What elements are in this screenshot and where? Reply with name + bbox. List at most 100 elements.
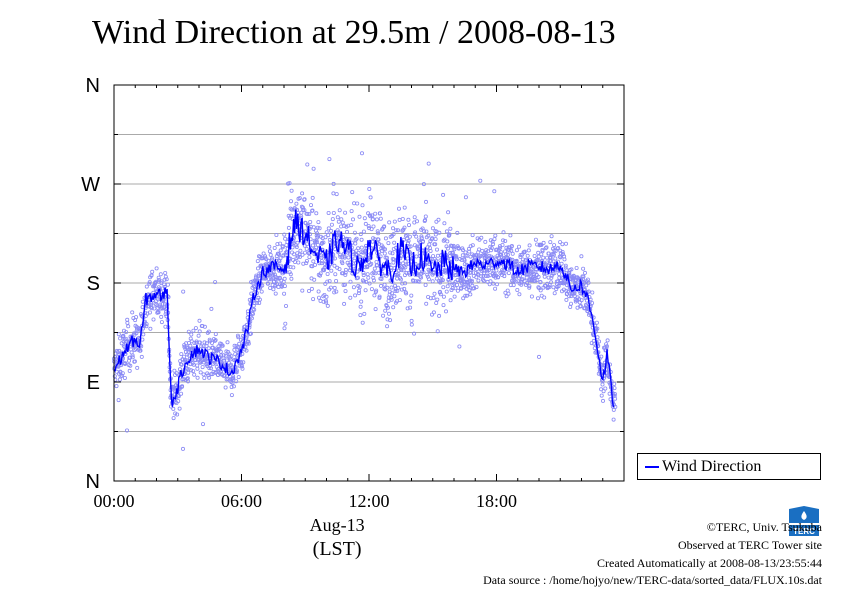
scatter-point: [200, 323, 205, 328]
scatter-point: [368, 195, 373, 200]
scatter-point: [463, 253, 468, 258]
scatter-point: [418, 275, 423, 280]
scatter-point: [304, 246, 309, 251]
scatter-point: [373, 307, 378, 312]
scatter-point: [312, 277, 317, 282]
scatter-point: [273, 291, 278, 296]
scatter-point: [118, 370, 123, 375]
scatter-point: [310, 243, 315, 248]
scatter-point: [346, 255, 351, 260]
scatter-point: [141, 332, 146, 337]
scatter-point: [179, 352, 184, 357]
scatter-point: [193, 358, 198, 363]
scatter-point: [159, 314, 164, 319]
scatter-point: [595, 326, 600, 331]
scatter-point: [358, 254, 363, 259]
scatter-point: [477, 247, 482, 252]
scatter-point: [572, 290, 577, 295]
scatter-point: [304, 258, 309, 263]
scatter-point: [468, 244, 473, 249]
scatter-point: [225, 340, 230, 345]
scatter-point: [267, 244, 272, 249]
terc-logo-icon: TERC: [786, 503, 822, 539]
scatter-point: [162, 282, 167, 287]
scatter-point: [151, 317, 156, 322]
scatter-point: [474, 285, 479, 290]
scatter-point: [434, 300, 439, 305]
scatter-point: [192, 372, 197, 377]
scatter-point: [515, 287, 520, 292]
scatter-point: [485, 273, 490, 278]
scatter-point: [493, 286, 498, 291]
scatter-point: [234, 368, 239, 373]
scatter-point: [181, 354, 186, 359]
scatter-point: [338, 254, 343, 259]
scatter-point: [509, 243, 514, 248]
scatter-point: [392, 283, 397, 288]
scatter-point: [326, 233, 331, 238]
scatter-point: [301, 208, 306, 213]
scatter-point: [467, 288, 472, 293]
scatter-point: [452, 294, 457, 299]
scatter-point: [489, 245, 494, 250]
scatter-point: [441, 294, 446, 299]
scatter-point: [209, 306, 214, 311]
scatter-point: [231, 376, 236, 381]
scatter-point: [420, 239, 425, 244]
scatter-point: [486, 268, 491, 273]
scatter-point: [239, 364, 244, 369]
scatter-point: [554, 287, 559, 292]
scatter-point: [132, 359, 137, 364]
y-tick-label: S: [87, 273, 100, 295]
scatter-point: [358, 313, 363, 318]
scatter-point: [604, 344, 609, 349]
scatter-point: [508, 233, 513, 238]
scatter-point: [435, 329, 440, 334]
scatter-point: [295, 240, 300, 245]
scatter-point: [601, 389, 606, 394]
scatter-point: [365, 272, 370, 277]
scatter-point: [481, 278, 486, 283]
scatter-point: [561, 252, 566, 257]
scatter-point: [407, 234, 412, 239]
scatter-point: [400, 216, 405, 221]
footer-copyright: ©TERC, Univ. Tsukuba: [706, 520, 822, 534]
scatter-point: [487, 265, 492, 270]
scatter-point: [445, 246, 450, 251]
scatter-point: [423, 282, 428, 287]
scatter-point: [578, 303, 583, 308]
scatter-point: [241, 360, 246, 365]
scatter-point: [378, 216, 383, 221]
scatter-point: [562, 257, 567, 262]
scatter-point: [305, 162, 310, 167]
scatter-point: [552, 291, 557, 296]
scatter-point: [195, 363, 200, 368]
scatter-point: [124, 337, 129, 342]
scatter-point: [176, 399, 181, 404]
scatter-point: [255, 259, 260, 264]
scatter-point: [517, 244, 522, 249]
scatter-point: [413, 279, 418, 284]
scatter-point: [441, 303, 446, 308]
scatter-point: [403, 281, 408, 286]
scatter-point: [538, 279, 543, 284]
scatter-point: [148, 326, 153, 331]
scatter-point: [453, 286, 458, 291]
scatter-point: [445, 284, 450, 289]
scatter-point: [350, 190, 355, 195]
scatter-point: [415, 247, 420, 252]
scatter-point: [228, 362, 233, 367]
scatter-point: [430, 226, 435, 231]
scatter-point: [217, 346, 222, 351]
scatter-point: [569, 267, 574, 272]
scatter-point: [362, 311, 367, 316]
scatter-point: [611, 407, 616, 412]
scatter-point: [221, 353, 226, 358]
scatter-point: [526, 248, 531, 253]
scatter-point: [529, 294, 534, 299]
scatter-point: [283, 321, 288, 326]
scatter-point: [433, 237, 438, 242]
scatter-point: [445, 239, 450, 244]
scatter-point: [374, 259, 379, 264]
scatter-point: [128, 355, 133, 360]
